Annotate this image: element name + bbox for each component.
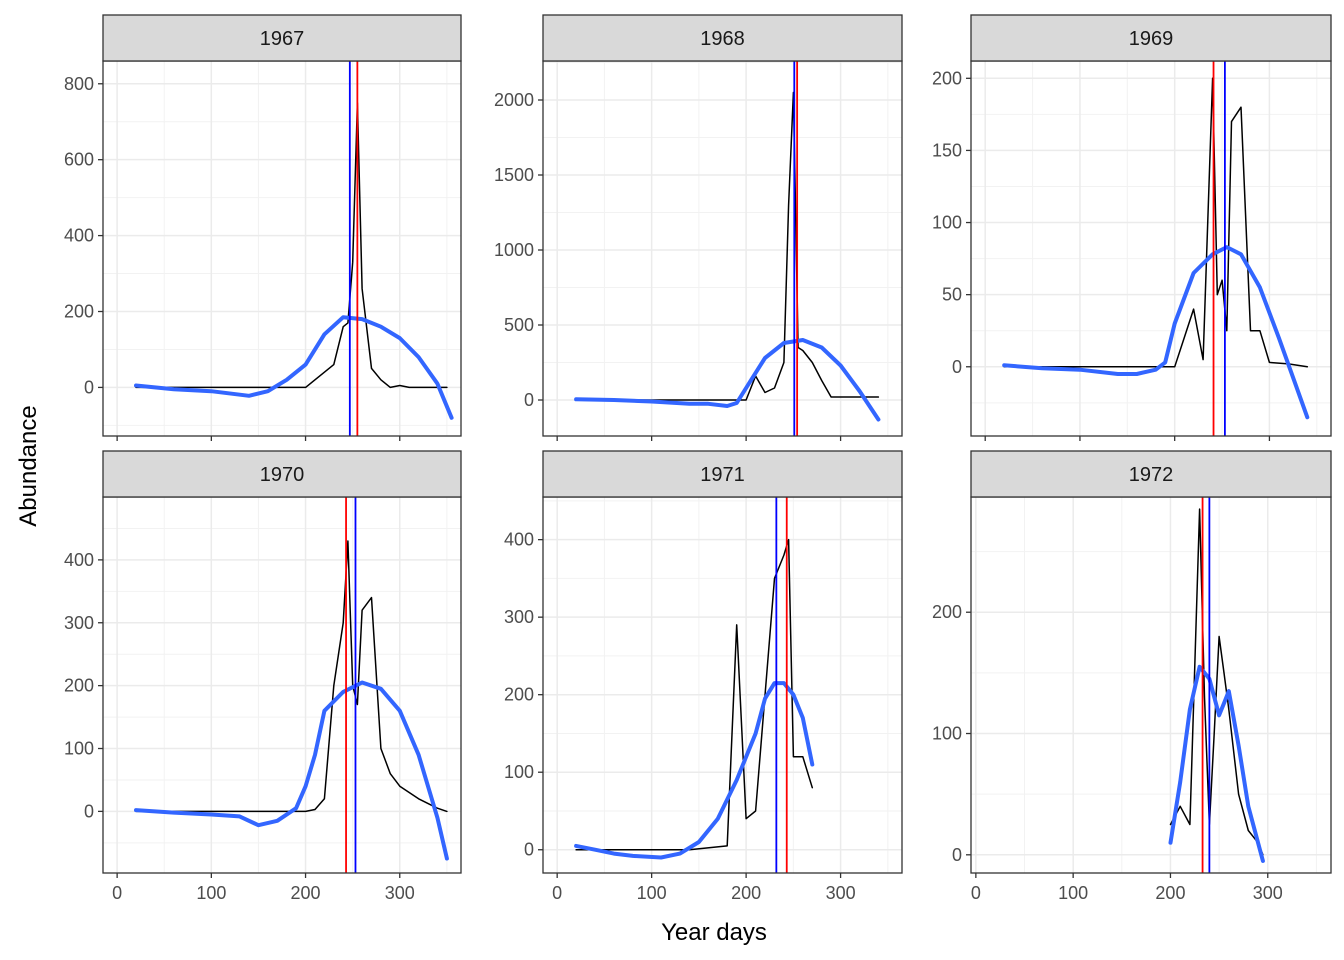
panel-background xyxy=(971,61,1331,436)
panel-background xyxy=(543,61,902,436)
strip-label: 1971 xyxy=(700,464,745,486)
y-tick-label: 0 xyxy=(524,390,534,410)
x-tick-label: 200 xyxy=(731,883,761,903)
y-tick-label: 100 xyxy=(504,762,534,782)
abundance-line xyxy=(1169,508,1264,856)
panel-data xyxy=(574,61,881,436)
smooth-trend-line xyxy=(574,338,881,422)
y-tick-label: 100 xyxy=(64,739,94,759)
smooth-trend-line xyxy=(134,315,454,420)
y-axis-title: Abundance xyxy=(15,405,42,526)
strip-label: 1967 xyxy=(260,28,305,50)
y-tick-label: 150 xyxy=(932,140,962,160)
y-tick-label: 1000 xyxy=(494,240,534,260)
y-tick-label: 100 xyxy=(932,724,962,744)
y-tick-label: 200 xyxy=(504,685,534,705)
facet-panel: 1967 0 200 400 600 800 xyxy=(64,14,462,441)
x-tick-label: 300 xyxy=(826,883,856,903)
abundance-line xyxy=(1003,77,1309,368)
x-tick-label: 300 xyxy=(385,883,415,903)
y-tick-label: 400 xyxy=(504,530,534,550)
y-tick-label: 400 xyxy=(64,226,94,246)
facet-panels: 1967020040060080019680500100015002000196… xyxy=(64,14,1332,903)
x-tick-label: 200 xyxy=(291,883,321,903)
x-tick-label: 100 xyxy=(196,883,226,903)
strip-background xyxy=(542,14,903,62)
y-tick-label: 1500 xyxy=(494,165,534,185)
y-tick-label: 0 xyxy=(84,801,94,821)
strip-label: 1968 xyxy=(700,28,745,50)
panel-data xyxy=(1002,61,1310,436)
y-tick-label: 200 xyxy=(64,676,94,696)
strip-label: 1969 xyxy=(1129,28,1174,50)
x-tick-label: 300 xyxy=(1253,883,1283,903)
abundance-line xyxy=(135,102,448,389)
facet-panel: 1968 0 500 1000 1500 2000 xyxy=(494,14,903,441)
y-tick-label: 0 xyxy=(524,840,534,860)
x-tick-label: 100 xyxy=(637,883,667,903)
y-tick-label: 0 xyxy=(952,845,962,865)
x-axis-title: Year days xyxy=(661,919,767,946)
y-tick-label: 300 xyxy=(64,613,94,633)
x-tick-label: 0 xyxy=(112,883,122,903)
x-tick-label: 100 xyxy=(1058,883,1088,903)
x-tick-label: 0 xyxy=(552,883,562,903)
y-tick-label: 0 xyxy=(952,357,962,377)
x-tick-label: 0 xyxy=(971,883,981,903)
strip-background xyxy=(102,450,462,498)
smooth-trend-line xyxy=(134,680,449,861)
y-tick-label: 600 xyxy=(64,150,94,170)
y-tick-label: 300 xyxy=(504,607,534,627)
smooth-trend-line xyxy=(1168,664,1265,863)
facet-panel: 1971 0 100 200 300 400 0 100 200 300 xyxy=(504,450,903,903)
strip-background xyxy=(970,14,1332,62)
panel-data xyxy=(1168,497,1265,873)
y-tick-label: 200 xyxy=(64,302,94,322)
y-tick-label: 2000 xyxy=(494,90,534,110)
y-tick-label: 400 xyxy=(64,550,94,570)
y-tick-label: 0 xyxy=(84,377,94,397)
strip-background xyxy=(542,450,903,498)
y-tick-label: 500 xyxy=(504,315,534,335)
facet-panel: 1972 0 100 200 0 100 200 300 xyxy=(932,450,1332,903)
facet-panel: 1970 0 100 200 300 400 0 100 200 300 xyxy=(64,450,462,903)
strip-background xyxy=(102,14,462,62)
abundance-line xyxy=(575,91,880,401)
abundance-line xyxy=(135,540,448,813)
y-tick-label: 200 xyxy=(932,602,962,622)
strip-label: 1972 xyxy=(1129,464,1174,486)
abundance-line xyxy=(575,538,814,851)
panel-background xyxy=(103,61,461,436)
smooth-trend-line xyxy=(574,681,815,860)
facet-panel: 1969 0 50 100 150 200 xyxy=(932,14,1332,441)
strip-background xyxy=(970,450,1332,498)
y-tick-label: 50 xyxy=(942,285,962,305)
panel-data xyxy=(134,497,449,873)
panel-background xyxy=(543,497,902,873)
y-tick-label: 200 xyxy=(932,68,962,88)
panel-data xyxy=(574,497,815,873)
y-tick-label: 800 xyxy=(64,74,94,94)
strip-label: 1970 xyxy=(260,464,305,486)
smooth-trend-line xyxy=(1002,245,1310,420)
x-tick-label: 200 xyxy=(1155,883,1185,903)
panel-background xyxy=(971,497,1331,873)
panel-data xyxy=(134,61,454,436)
y-tick-label: 100 xyxy=(932,213,962,233)
